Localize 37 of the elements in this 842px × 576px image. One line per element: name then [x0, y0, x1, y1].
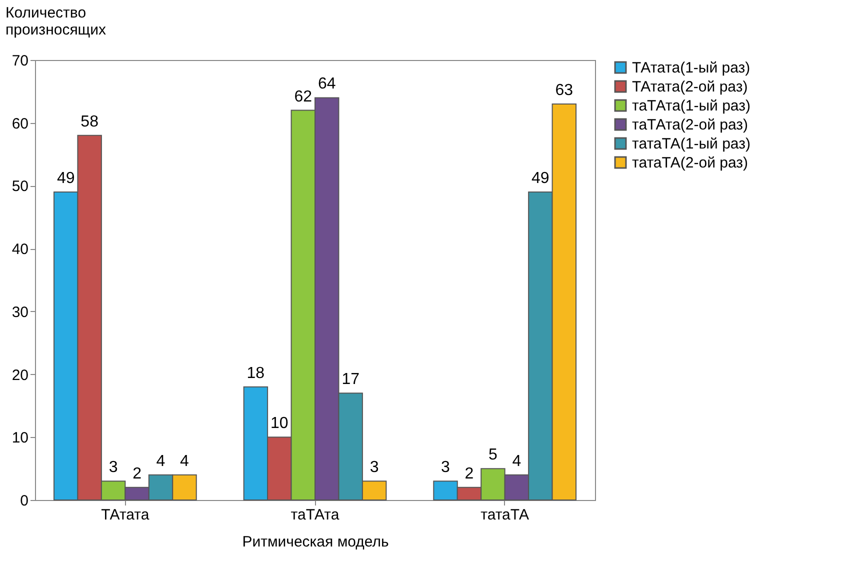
y-tick-label: 60	[12, 115, 28, 132]
x-axis-title: Ритмическая модель	[242, 534, 389, 550]
y-tick-label: 20	[12, 366, 28, 384]
data-label: 64	[318, 76, 336, 93]
legend-label: татаТА(2-ой раз)	[632, 154, 748, 172]
data-label: 2	[464, 465, 474, 482]
x-tick-label: татаТА	[480, 506, 530, 524]
data-label: 17	[342, 371, 360, 388]
legend-label: таТАта(1-ый раз)	[632, 98, 750, 114]
data-label: 49	[532, 170, 550, 187]
data-label: 5	[488, 446, 498, 464]
y-tick-label: 0	[20, 492, 28, 510]
legend-label: ТАтата(2-ой раз)	[632, 78, 748, 96]
y-tick-label: 10	[12, 430, 28, 447]
data-label: 63	[555, 82, 574, 99]
data-label: 4	[156, 452, 166, 470]
x-tick-label: ТАтата	[101, 506, 150, 524]
data-label: 4	[180, 452, 190, 470]
y-tick-label: 70	[12, 52, 28, 70]
data-label: 62	[294, 88, 312, 106]
data-label: 3	[108, 459, 118, 476]
legend-label: ТАтата(1-ый раз)	[632, 60, 750, 76]
legend-label: таТАта(2-ой раз)	[632, 116, 748, 134]
data-label: 58	[80, 113, 99, 130]
data-label: 3	[441, 459, 450, 476]
data-label: 3	[370, 459, 379, 476]
data-label: 49	[56, 170, 75, 187]
y-axis-title: Количество произносящих	[6, 4, 107, 38]
y-tick-label: 30	[12, 304, 28, 321]
data-label: 2	[132, 465, 142, 482]
data-label: 18	[246, 364, 265, 382]
data-label: 10	[270, 415, 288, 432]
x-tick-label: таТАта	[290, 506, 340, 524]
data-label: 4	[512, 452, 522, 470]
y-tick-label: 40	[12, 241, 28, 258]
y-tick-label: 50	[12, 178, 28, 196]
legend-label: татаТА(1-ый раз)	[632, 136, 750, 152]
